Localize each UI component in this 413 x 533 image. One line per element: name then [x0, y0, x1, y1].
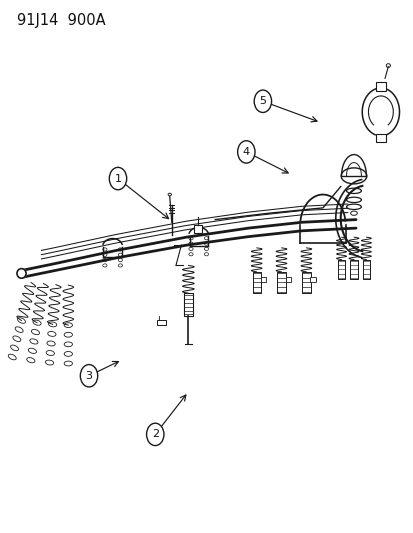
Circle shape — [237, 141, 254, 163]
Bar — [285, 277, 290, 282]
Bar — [301, 272, 310, 293]
Circle shape — [146, 423, 164, 446]
Bar — [310, 277, 315, 282]
Bar — [260, 277, 266, 282]
Bar — [193, 225, 202, 233]
Bar — [183, 293, 192, 316]
Text: 2: 2 — [151, 430, 159, 439]
Circle shape — [254, 90, 271, 112]
Text: 1: 1 — [114, 174, 121, 183]
Bar — [375, 134, 385, 142]
Bar — [157, 320, 166, 325]
Circle shape — [109, 167, 126, 190]
Ellipse shape — [17, 269, 26, 278]
Circle shape — [80, 365, 97, 387]
Bar — [349, 260, 357, 279]
Bar — [337, 260, 344, 279]
Bar — [362, 260, 369, 279]
Text: 91J14  900A: 91J14 900A — [17, 13, 105, 28]
Text: 5: 5 — [259, 96, 266, 106]
Bar — [375, 82, 385, 91]
Bar — [277, 272, 285, 293]
Text: 4: 4 — [242, 147, 249, 157]
Bar — [252, 272, 260, 293]
Text: 3: 3 — [85, 371, 92, 381]
